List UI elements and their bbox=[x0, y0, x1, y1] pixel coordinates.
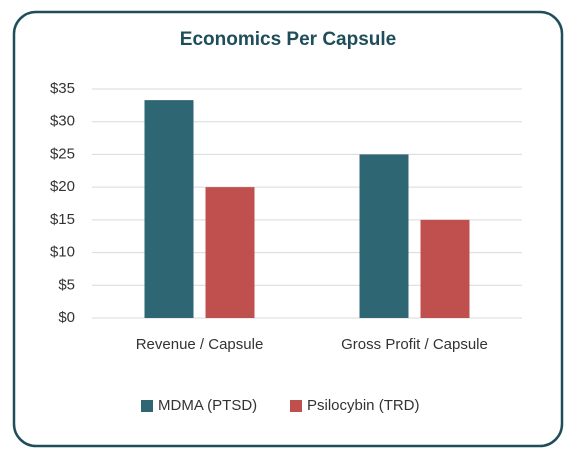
legend-label: MDMA (PTSD) bbox=[158, 397, 257, 414]
y-tick-label: $20 bbox=[50, 178, 75, 195]
bar bbox=[205, 187, 255, 318]
bar bbox=[420, 219, 470, 318]
y-tick-label: $5 bbox=[58, 276, 75, 293]
y-tick-label: $35 bbox=[50, 80, 75, 97]
y-tick-label: $10 bbox=[50, 244, 75, 261]
y-tick-label: $15 bbox=[50, 211, 75, 228]
y-tick-label: $0 bbox=[58, 309, 75, 326]
bar bbox=[359, 154, 409, 318]
legend-label: Psilocybin (TRD) bbox=[307, 397, 420, 414]
y-tick-label: $30 bbox=[50, 113, 75, 130]
x-tick-label: Revenue / Capsule bbox=[136, 336, 264, 353]
bar bbox=[144, 100, 194, 318]
chart-title: Economics Per Capsule bbox=[180, 29, 396, 50]
legend-swatch bbox=[141, 400, 153, 412]
x-tick-label: Gross Profit / Capsule bbox=[341, 336, 488, 353]
legend-swatch bbox=[290, 400, 302, 412]
card-frame bbox=[12, 10, 564, 448]
y-tick-label: $25 bbox=[50, 145, 75, 162]
